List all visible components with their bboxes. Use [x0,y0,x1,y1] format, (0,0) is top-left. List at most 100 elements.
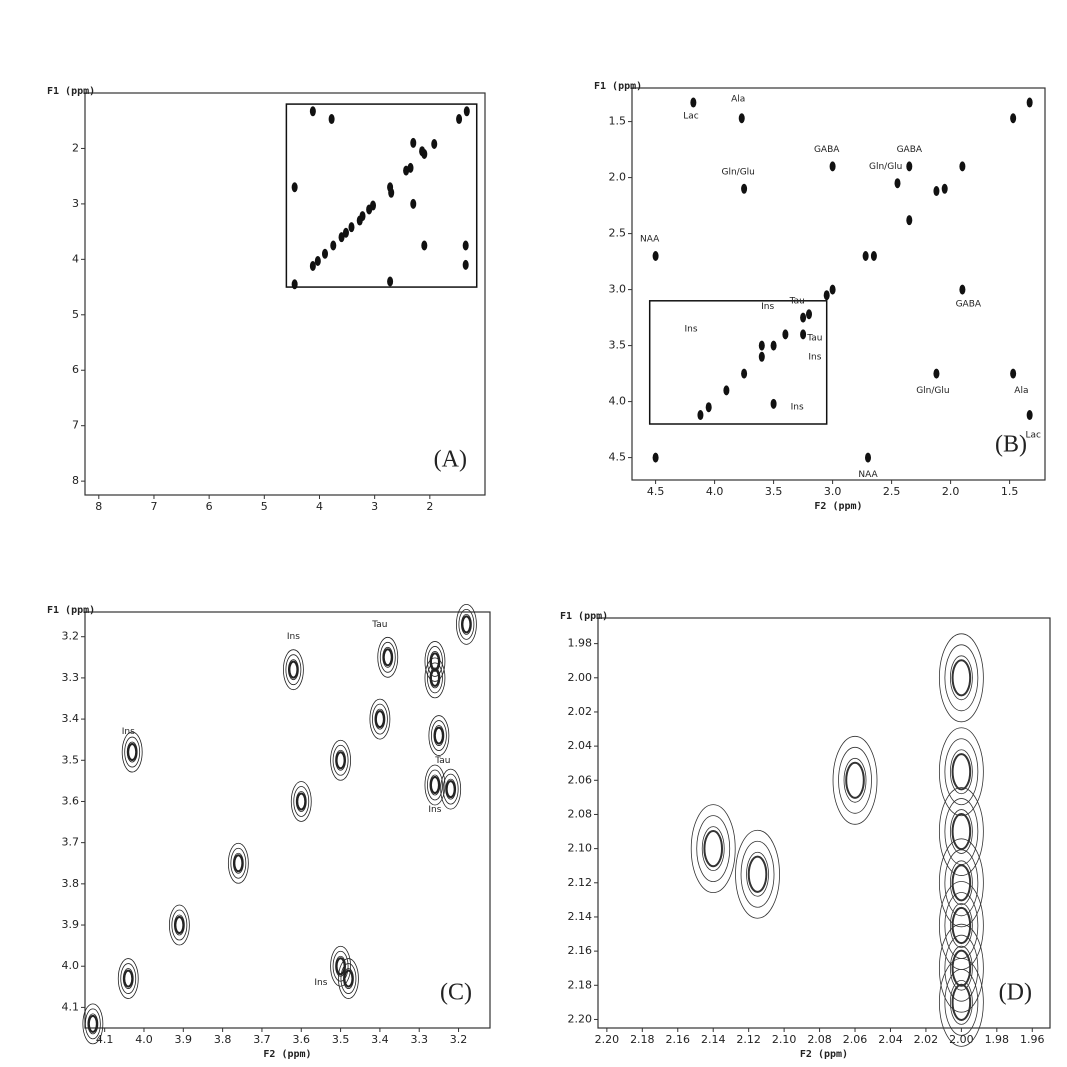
contour-ring [949,979,973,1025]
peak-annotation: Lac [1025,431,1041,441]
x-tick-label: 2.06 [843,1033,868,1046]
peak-annotation: Gln/Glu [722,168,755,178]
contour-ring [424,657,446,699]
contour-ring [456,603,477,645]
cross-peak [800,312,807,323]
contour-ring [120,963,137,994]
y-tick-label: 2.14 [568,910,593,923]
contour-ring [944,892,979,959]
y-tick-label: 3.6 [62,794,80,807]
contour-ring [696,815,731,883]
y-tick-label: 3.3 [62,671,80,684]
contour-ring [701,826,725,872]
contour-ring [949,860,973,906]
cross-peak [87,1014,98,1033]
y-tick-label: 2 [72,141,79,154]
peak-annotation: Tau [434,756,450,766]
contour-ring [938,923,984,1013]
contour-ring [168,904,190,946]
y-tick-label: 3.5 [62,753,80,766]
contour-ring [377,636,399,678]
peak-annotation: Ala [731,95,745,105]
peak-annotation: Ins [314,978,327,988]
panel: 2.20 2.18 2.16 2.14 2.12 2.10 2.08 2.06 2.04 2.02… [560,611,1051,1060]
contour-ring [944,849,979,917]
cross-peak [127,743,138,762]
x-tick-label: 2.10 [772,1033,797,1046]
y-tick-label: 7 [72,419,79,432]
y-tick-label: 8 [72,474,79,487]
contour-ring [227,842,249,884]
y-tick-label: 4.0 [62,959,80,972]
peak-annotation: Ala [1014,386,1028,396]
cross-peak [338,232,345,243]
cross-peak [374,710,385,729]
x-tick-label: 3.2 [450,1033,468,1046]
x-axis-title: F2 (ppm) [814,501,862,512]
contour-ring [84,1008,101,1040]
cross-peak [296,792,307,811]
cross-peak [410,137,417,148]
cross-peak [951,753,972,791]
cross-peak [462,259,469,270]
cross-peak [463,106,470,117]
x-tick-label: 4.1 [96,1033,114,1046]
contour-ring [944,968,979,1036]
contour-ring [230,847,247,879]
y-tick-label: 3.0 [609,283,627,296]
cross-peak [288,660,299,679]
cross-peak [951,659,972,697]
peak-annotation: Ins [122,727,135,737]
y-tick-label: 3 [72,197,79,210]
x-tick-label: 6 [206,500,213,513]
peak-annotation: Ins [287,632,300,642]
cross-peak [382,648,393,667]
cross-peak [862,251,869,261]
y-tick-label: 3.9 [62,918,80,931]
panel-label: (A) [434,447,467,473]
cross-peak [445,780,456,799]
cross-peak [419,146,426,157]
x-tick-label: 3.5 [332,1033,350,1046]
contour-ring [944,738,979,806]
cross-peak [456,114,463,125]
cross-peak [951,812,972,851]
contour-ring [430,720,447,751]
cross-peak [705,402,712,413]
y-tick-label: 2.10 [568,842,593,855]
y-tick-label: 4.5 [609,451,627,464]
cross-peak [870,251,877,261]
y-axis-title: F1 (ppm) [594,81,642,92]
plot-frame [84,611,491,1029]
cross-peak [951,906,972,945]
contour-ring [843,757,867,803]
y-tick-label: 3.5 [609,339,627,352]
x-tick-label: 4.0 [135,1033,153,1046]
panel: 8 7 6 5 4 3 2 2 3 4 5 6 7 8 F1 (ppm) (A) [47,86,486,513]
peak-annotation: GABA [814,145,840,155]
y-tick-label: 5 [72,308,79,321]
contour-ring [949,903,973,948]
cross-peak [1010,368,1017,379]
cross-peak [951,983,972,1021]
contour-ring [338,958,359,999]
contour-ring [938,727,984,817]
peak-annotation: Ins [761,302,774,312]
contour-ring [735,829,780,919]
x-tick-label: 2.04 [878,1033,903,1046]
x-tick-label: 2.08 [807,1033,832,1046]
x-tick-label: 1.5 [1001,485,1019,498]
cross-peak [865,452,871,463]
cross-peak [335,751,346,770]
x-tick-label: 7 [150,500,157,513]
cross-peak [429,775,440,794]
cross-peak [291,279,298,290]
cross-peak [951,949,972,987]
cross-peak [933,186,940,197]
contour-ring [372,703,388,735]
y-tick-label: 2.04 [568,739,593,752]
inset-region [648,300,828,425]
contour-ring [458,608,475,640]
peak-annotation: GABA [956,300,982,310]
cross-peak [309,260,316,271]
